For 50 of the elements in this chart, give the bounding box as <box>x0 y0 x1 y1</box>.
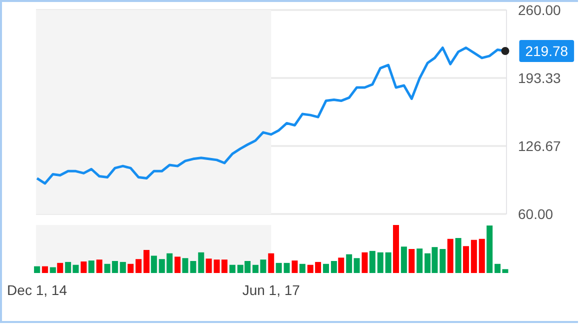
bar <box>268 253 274 273</box>
bar <box>486 225 493 273</box>
x-tick-label: Dec 1, 14 <box>7 282 68 298</box>
bar <box>284 262 290 273</box>
bar <box>416 248 423 273</box>
bar <box>182 258 188 273</box>
bar <box>174 256 181 273</box>
bar <box>346 254 352 273</box>
bar <box>362 252 368 273</box>
y-tick-label: 60.00 <box>518 206 554 222</box>
bar <box>276 262 282 273</box>
bar <box>400 246 407 273</box>
bar <box>338 258 344 273</box>
bar <box>57 262 64 273</box>
bar <box>144 250 150 273</box>
bar <box>455 238 462 273</box>
bar <box>408 249 415 273</box>
bar <box>292 260 298 273</box>
bar <box>299 264 306 273</box>
bar <box>354 258 360 273</box>
bar <box>80 261 87 273</box>
bar <box>385 252 392 273</box>
bar <box>393 225 399 273</box>
bar <box>440 249 446 273</box>
bar <box>330 261 337 273</box>
bar <box>42 266 48 273</box>
bar <box>120 262 126 273</box>
bar <box>150 256 157 273</box>
bar <box>447 238 454 273</box>
bar <box>198 252 204 273</box>
bar <box>50 267 56 273</box>
bar <box>323 264 329 273</box>
annotation: 219.78 <box>525 43 568 60</box>
bar <box>136 259 142 273</box>
bar <box>470 240 477 273</box>
bar <box>229 264 236 273</box>
bar <box>88 260 94 273</box>
bar <box>128 264 134 273</box>
bar <box>463 246 469 273</box>
bar <box>190 261 196 273</box>
y-tick-label: 126.67 <box>518 138 562 154</box>
x-tick-label: Jun 1, 17 <box>242 282 300 298</box>
bar <box>369 250 376 273</box>
bar <box>206 258 212 273</box>
bar <box>377 252 384 273</box>
y-tick-label: 260.00 <box>518 2 562 18</box>
bar <box>478 238 485 273</box>
bar <box>96 260 102 273</box>
bar <box>34 266 40 273</box>
y-tick-label: 193.33 <box>518 70 562 86</box>
